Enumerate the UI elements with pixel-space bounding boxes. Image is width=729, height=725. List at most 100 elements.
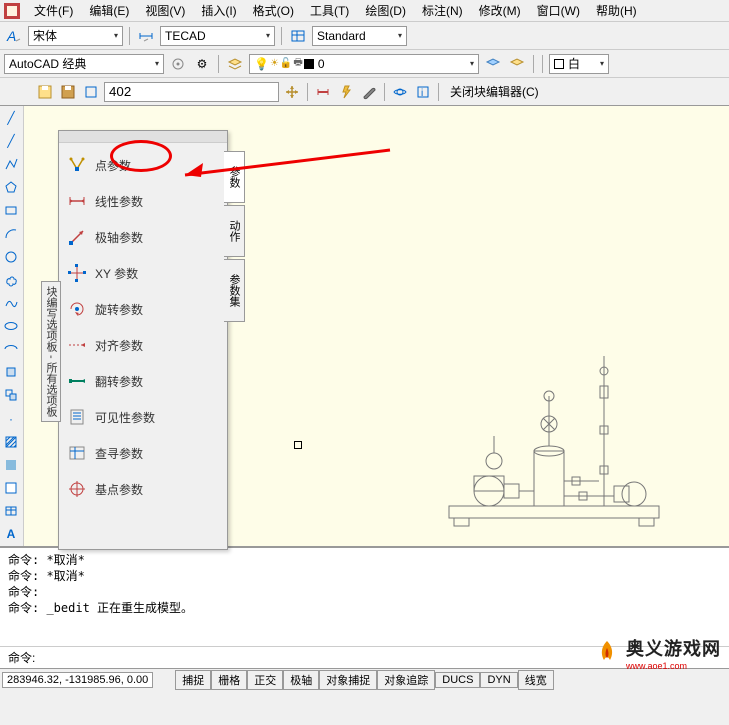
color-dropdown[interactable]: 白 [549,54,609,74]
arc-icon[interactable] [0,224,22,243]
layer-prev-icon[interactable] [507,54,527,74]
palette-item-visibility[interactable]: 可见性参数 [63,399,223,435]
annotation-circle [110,140,172,172]
palette-item-lookup[interactable]: 查寻参数 [63,435,223,471]
cmd-line: 命令: *取消* [8,552,721,568]
status-ortho[interactable]: 正交 [247,670,283,690]
save-block-icon[interactable] [35,82,55,102]
palette-title: 块编写选项板 - 所有选项板 [41,281,61,422]
status-ducs[interactable]: DUCS [435,672,480,688]
menu-draw[interactable]: 绘图(D) [357,0,414,21]
status-polar[interactable]: 极轴 [283,670,319,690]
palette-item-xy[interactable]: XY 参数 [63,255,223,291]
layer-dropdown[interactable]: 💡 ☀ 🔓 🖶 0 [249,54,479,74]
ray-icon[interactable]: ╱ [0,131,22,150]
action-icon[interactable] [336,82,356,102]
status-grid[interactable]: 栅格 [211,670,247,690]
status-dyn[interactable]: DYN [480,672,517,688]
block-drawing [439,336,669,536]
menu-insert[interactable]: 插入(I) [193,0,244,21]
tablestyle-dropdown[interactable]: Standard [312,26,407,46]
draw-toolbar: ╱ ╱ · A [0,106,24,546]
command-prompt: 命令: [8,649,35,666]
text-style-icon[interactable]: A [4,26,24,46]
cmd-line: 命令: *取消* [8,568,721,584]
visibility-icon[interactable] [390,82,410,102]
menu-view[interactable]: 视图(V) [137,0,193,21]
region-icon[interactable] [0,479,22,498]
status-bar: 283946.32, -131985.96, 0.00 捕捉 栅格 正交 极轴 … [0,668,729,690]
save-block-as-icon[interactable] [58,82,78,102]
svg-text:i: i [421,88,423,99]
ellipse-icon[interactable] [0,316,22,335]
workspace-gear-icon[interactable]: ⚙ [192,54,212,74]
info-icon[interactable]: i [413,82,433,102]
watermark-url: www.aoe1.com [626,661,721,671]
block-name-input[interactable] [104,82,279,102]
wrench-icon[interactable] [359,82,379,102]
table-style-icon[interactable] [288,26,308,46]
menu-edit[interactable]: 编辑(E) [81,0,137,21]
insert-block-icon[interactable] [0,363,22,382]
workspace-dropdown[interactable]: AutoCAD 经典 [4,54,164,74]
menu-modify[interactable]: 修改(M) [471,0,529,21]
rect-icon[interactable] [0,201,22,220]
dimstyle-dropdown[interactable]: TECAD [160,26,275,46]
palette-item-polar[interactable]: 极轴参数 [63,219,223,255]
cmd-line: 命令: [8,584,721,600]
menu-file[interactable]: 文件(F) [26,0,81,21]
table-icon[interactable] [0,502,22,521]
point-icon[interactable]: · [0,409,22,428]
dim-style-icon[interactable] [136,26,156,46]
toolbar-workspace: AutoCAD 经典 ⚙ 💡 ☀ 🔓 🖶 0 白 [0,50,729,78]
printer-icon: 🖶 [293,55,302,72]
palette-item-align[interactable]: 对齐参数 [63,327,223,363]
revcloud-icon[interactable] [0,270,22,289]
workspace-settings-icon[interactable] [168,54,188,74]
circle-icon[interactable] [0,247,22,266]
app-icon [4,3,20,19]
layer-states-icon[interactable] [483,54,503,74]
open-block-icon[interactable] [81,82,101,102]
status-osnap[interactable]: 对象捕捉 [319,670,377,690]
sun-icon: ☀ [270,58,279,69]
svg-text:A: A [6,28,16,44]
color-swatch [304,59,314,69]
palette-item-flip[interactable]: 翻转参数 [63,363,223,399]
menu-tools[interactable]: 工具(T) [302,0,357,21]
palette-item-basepoint[interactable]: 基点参数 [63,471,223,507]
hatch-icon[interactable] [0,432,22,451]
layer-props-icon[interactable] [225,54,245,74]
lock-icon: 🔓 [280,58,292,69]
toolbar-block-editor: i 关闭块编辑器(C) [0,78,729,106]
status-coordinates: 283946.32, -131985.96, 0.00 [2,672,153,688]
param-display-icon[interactable] [313,82,333,102]
pline-icon[interactable] [0,154,22,173]
menu-window[interactable]: 窗口(W) [529,0,588,21]
menu-bar: 文件(F) 编辑(E) 视图(V) 插入(I) 格式(O) 工具(T) 绘图(D… [0,0,729,22]
watermark-title: 奥义游戏网 [626,635,721,661]
menu-help[interactable]: 帮助(H) [588,0,645,21]
status-lwt[interactable]: 线宽 [518,670,554,690]
palette-tab-paramsets[interactable]: 参数集 [224,259,245,322]
menu-format[interactable]: 格式(O) [245,0,302,21]
move-icon[interactable] [282,82,302,102]
gradient-icon[interactable] [0,455,22,474]
make-block-icon[interactable] [0,386,22,405]
ellipse-arc-icon[interactable] [0,340,22,359]
watermark-logo-icon [592,638,622,668]
spline-icon[interactable] [0,293,22,312]
close-block-editor[interactable]: 关闭块编辑器(C) [444,83,545,100]
status-otrack[interactable]: 对象追踪 [377,670,435,690]
palette-tab-actions[interactable]: 动作 [224,205,245,257]
menu-annotate[interactable]: 标注(N) [414,0,471,21]
line-icon[interactable]: ╱ [0,108,22,127]
status-snap[interactable]: 捕捉 [175,670,211,690]
command-history: 命令: *取消* 命令: *取消* 命令: 命令: _bedit 正在重生成模型… [0,546,729,646]
palette-item-rotate[interactable]: 旋转参数 [63,291,223,327]
toolbar-styles: A 宋体 TECAD Standard [0,22,729,50]
bulb-icon: 💡 [254,57,269,71]
text-icon[interactable]: A [0,525,22,544]
polygon-icon[interactable] [0,177,22,196]
font-dropdown[interactable]: 宋体 [28,26,123,46]
